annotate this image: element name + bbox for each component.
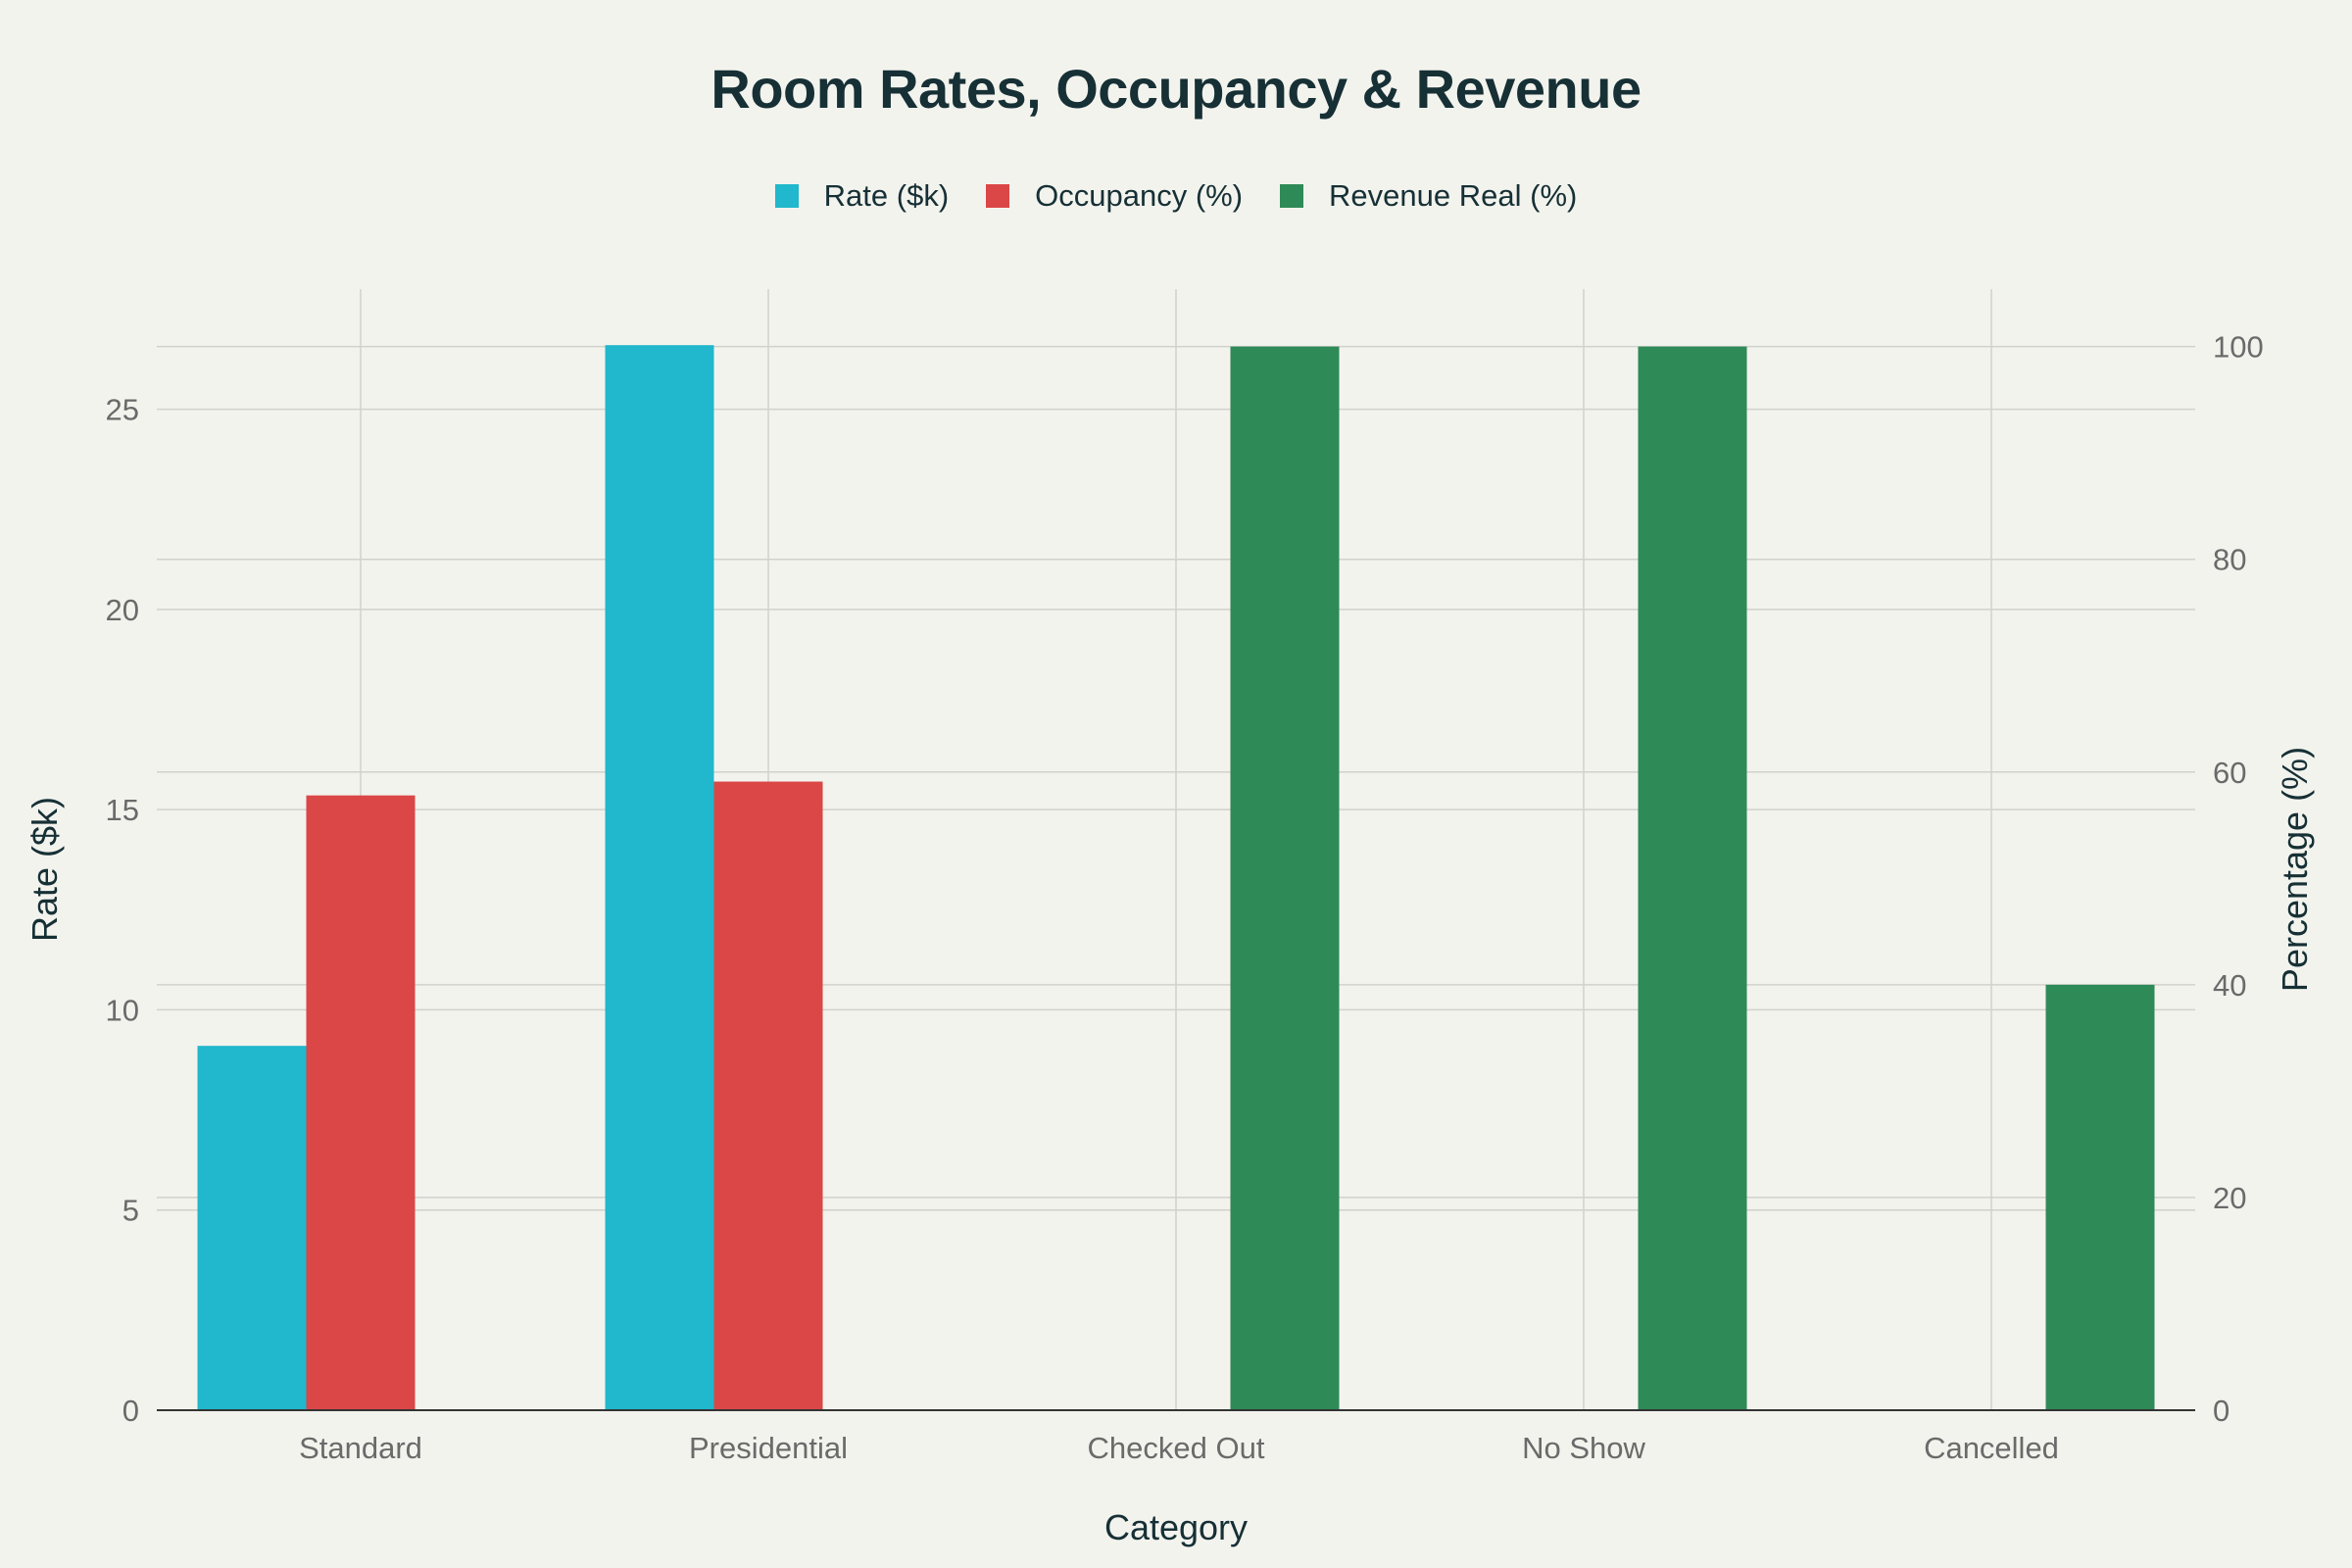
x-axis-title: Category <box>1104 1507 1248 1547</box>
y2-tick-label: 60 <box>2213 756 2246 790</box>
legend-swatch-occupancy <box>986 184 1010 208</box>
grid-layer <box>157 289 2195 1410</box>
y2-tick-label: 100 <box>2213 330 2264 365</box>
y2-axis-title: Percentage (%) <box>2275 747 2315 992</box>
bar-occupancy-presidential[interactable] <box>713 781 823 1410</box>
y-tick-label: 20 <box>106 593 139 627</box>
legend-swatch-rate <box>774 184 799 208</box>
y-tick-label: 15 <box>106 793 139 827</box>
legend-item-revenue-real[interactable]: Revenue Real (%) <box>1280 178 1577 214</box>
legend-label-rate: Rate ($k) <box>823 178 950 213</box>
bar-revenue-real-cancelled[interactable] <box>2045 984 2155 1410</box>
x-tick-label: No Show <box>1522 1431 1645 1465</box>
legend-item-occupancy[interactable]: Occupancy (%) <box>986 178 1243 214</box>
bar-rate-k-presidential[interactable] <box>605 345 714 1411</box>
y-tick-label: 10 <box>106 993 139 1027</box>
y-tick-label: 5 <box>122 1194 139 1228</box>
legend-swatch-revenue-real <box>1280 184 1304 208</box>
y2-tick-label: 80 <box>2213 543 2246 577</box>
bar-rate-k-standard[interactable] <box>197 1046 307 1410</box>
x-tick-label: Standard <box>299 1431 422 1465</box>
y2-tick-label: 20 <box>2213 1181 2246 1215</box>
bar-layer <box>197 345 2155 1411</box>
legend-label-occupancy: Occupancy (%) <box>1035 178 1244 213</box>
y2-tick-label: 0 <box>2213 1394 2230 1428</box>
y2-tick-label: 40 <box>2213 968 2246 1003</box>
bar-occupancy-standard[interactable] <box>306 795 416 1410</box>
legend-label-revenue-real: Revenue Real (%) <box>1329 178 1578 213</box>
y-axis-title: Rate ($k) <box>24 797 65 942</box>
bar-revenue-real-checked-out[interactable] <box>1230 346 1340 1411</box>
axis-layer: 0 5 10 15 20 25 0 20 40 60 80 100 Standard Presidenti… <box>106 330 2264 1465</box>
x-tick-label: Checked Out <box>1088 1431 1265 1465</box>
x-tick-label: Presidential <box>689 1431 848 1465</box>
legend: Rate ($k) Occupancy (%) Revenue Real (%) <box>0 178 2352 214</box>
bar-revenue-real-no-show[interactable] <box>1638 346 1747 1411</box>
y-tick-label: 0 <box>122 1394 139 1428</box>
legend-item-rate[interactable]: Rate ($k) <box>774 178 950 214</box>
x-tick-label: Cancelled <box>1924 1431 2059 1465</box>
y-tick-label: 25 <box>106 393 139 427</box>
chart-title: Room Rates, Occupancy & Revenue <box>710 58 1642 120</box>
